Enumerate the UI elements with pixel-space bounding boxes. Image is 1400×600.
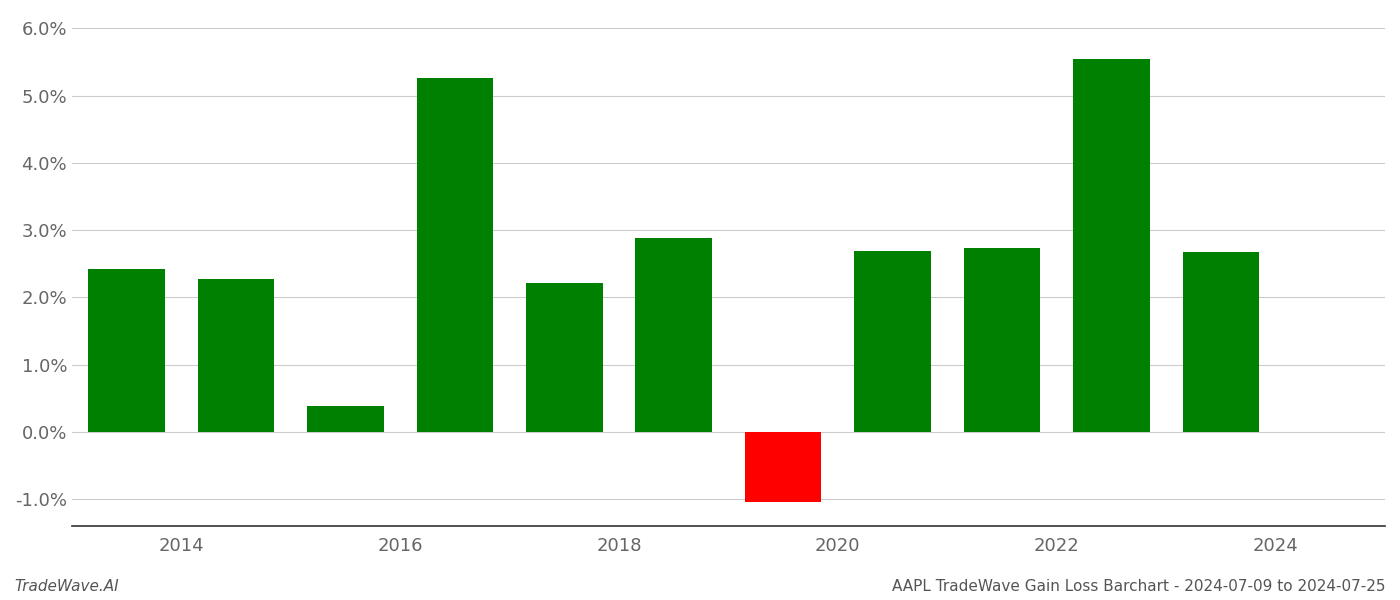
Bar xyxy=(417,77,493,432)
Bar xyxy=(307,406,384,432)
Text: AAPL TradeWave Gain Loss Barchart - 2024-07-09 to 2024-07-25: AAPL TradeWave Gain Loss Barchart - 2024… xyxy=(893,579,1386,594)
Bar xyxy=(854,251,931,432)
Bar xyxy=(197,279,274,432)
Bar xyxy=(745,432,822,502)
Bar xyxy=(636,238,713,432)
Bar xyxy=(1183,252,1259,432)
Bar xyxy=(88,269,165,432)
Bar xyxy=(526,283,602,432)
Bar xyxy=(1074,59,1149,432)
Bar xyxy=(963,248,1040,432)
Text: TradeWave.AI: TradeWave.AI xyxy=(14,579,119,594)
